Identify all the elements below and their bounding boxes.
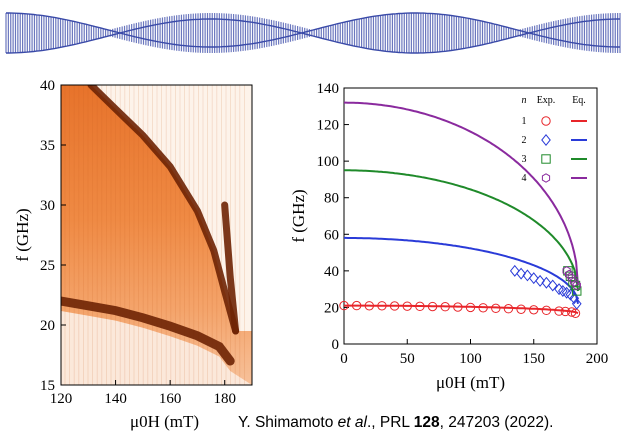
dispersion-point-n2	[528, 272, 539, 285]
citation-journal: ., PRL	[366, 414, 414, 431]
dispersion-ytick-label: 0	[332, 337, 340, 353]
dispersion-point-n4	[562, 266, 571, 276]
legend-n-label: 1	[522, 116, 527, 127]
citation-etal: et al	[337, 414, 367, 431]
legend-n-label: 2	[522, 135, 527, 146]
dispersion-xtick-label: 150	[523, 351, 546, 367]
heatmap-xtick-label: 180	[213, 391, 236, 407]
heatmap-xtick-label: 160	[159, 391, 182, 407]
legend-header: Exp.	[537, 95, 556, 106]
heatmap-ytick-label: 30	[40, 198, 55, 214]
dispersion-xlabel: μ0H (mT)	[436, 373, 505, 392]
dispersion-xtick-label: 50	[400, 351, 415, 367]
dispersion-point-n1	[389, 301, 400, 311]
heatmap-mode-1-band	[61, 296, 235, 366]
dispersion-curve-n4	[344, 101, 579, 286]
dispersion-point-n4	[565, 269, 574, 280]
left-heatmap-panel: 120 140 160 180 15 20 25 30 35 40 μ0H (mT) f (GHz)	[13, 78, 253, 431]
dispersion-point-n1	[339, 300, 349, 311]
dispersion-point-n2	[569, 292, 580, 305]
dispersion-point-n1	[415, 301, 425, 312]
dispersion-curve-n2	[344, 236, 579, 305]
dispersion-ytick-label: 20	[324, 300, 339, 316]
legend-marker-n1	[541, 116, 551, 126]
dispersion-point-n1	[567, 307, 577, 317]
waveform-envelope-down	[6, 18, 620, 54]
dispersion-point-n4	[572, 280, 581, 291]
heatmap-frame	[60, 84, 253, 386]
heatmap-bright-region	[91, 85, 252, 331]
heatmap-ytick-label: 35	[40, 138, 55, 154]
heatmap-ylabel: f (GHz)	[13, 208, 32, 261]
dispersion-point-n2	[516, 267, 526, 280]
legend-header: n	[522, 95, 527, 106]
dispersion-point-n1	[453, 302, 463, 312]
dispersion-point-n1	[570, 308, 581, 318]
dispersion-curve-n3	[344, 169, 579, 292]
dispersion-xtick-label: 100	[459, 351, 482, 367]
dispersion-ytick-label: 120	[317, 118, 340, 134]
dispersion-point-n2	[509, 264, 520, 277]
heatmap-ytick-label: 15	[40, 378, 55, 394]
dispersion-xtick-label: 0	[340, 351, 348, 367]
legend-n-label: 3	[522, 154, 527, 165]
dispersion-ylabel: f (GHz)	[289, 189, 308, 242]
heatmap-ytick-label: 25	[40, 258, 55, 274]
dispersion-ytick-label: 140	[317, 81, 340, 97]
dispersion-point-n2	[535, 274, 545, 287]
dispersion-point-n2	[522, 269, 533, 282]
dispersion-point-n2	[547, 279, 558, 292]
citation-volume: 128	[413, 414, 440, 431]
magnon-waveform-illustration	[5, 12, 621, 54]
dispersion-point-n1	[427, 301, 438, 312]
dispersion-point-n1	[491, 303, 501, 314]
dispersion-point-n1	[465, 302, 476, 313]
dispersion-xtick-label: 200	[586, 351, 609, 367]
heatmap-xtick-label: 120	[50, 391, 73, 407]
heatmap-xlabel: μ0H (mT)	[130, 412, 199, 431]
dispersion-point-n3	[563, 266, 573, 276]
dispersion-point-n1	[554, 306, 564, 316]
waveform-envelope-up	[6, 12, 620, 48]
dispersion-ytick-label: 80	[324, 191, 339, 207]
legend-header: Eq.	[572, 95, 586, 106]
heatmap-ytick-label: 40	[40, 78, 55, 94]
dispersion-point-n1	[377, 301, 387, 311]
heatmap-mode-2-band	[87, 85, 240, 335]
heatmap-mode-3-band	[221, 201, 240, 335]
dispersion-point-n2	[571, 297, 582, 310]
dispersion-ytick-label: 60	[324, 227, 339, 243]
legend-marker-n3	[541, 154, 551, 164]
dispersion-point-n1	[529, 305, 539, 315]
dispersion-point-n1	[503, 304, 514, 314]
dispersion-point-n1	[351, 300, 362, 311]
legend-marker-n2	[541, 134, 551, 146]
dispersion-point-n1	[516, 304, 526, 314]
dispersion-ytick-label: 40	[324, 264, 339, 280]
dispersion-point-n4	[570, 277, 579, 287]
legend-marker-n4	[541, 173, 551, 183]
heatmap-low-intensity-region	[61, 311, 252, 385]
dispersion-curve-n1	[344, 304, 579, 315]
legend-n-label: 4	[522, 173, 527, 184]
dispersion-point-n2	[565, 288, 576, 301]
dispersion-ytick-label: 100	[317, 154, 340, 170]
dispersion-point-n1	[541, 305, 552, 316]
dispersion-point-n3	[572, 286, 582, 296]
dispersion-point-n1	[364, 301, 374, 311]
dispersion-point-n1	[402, 301, 412, 311]
right-dispersion-panel: 0 50 100 150 200 0 20 40 60 80 100 120 140 μ0H (mT) f …	[289, 81, 608, 392]
citation: Y. Shimamoto et al., PRL 128, 247203 (20…	[238, 414, 623, 432]
citation-authors: Y. Shimamoto	[238, 414, 338, 431]
citation-pages: , 247203 (2022).	[439, 414, 554, 431]
heatmap-ytick-label: 20	[40, 318, 55, 334]
dispersion-point-n1	[560, 306, 571, 317]
heatmap-xtick-label: 140	[104, 391, 127, 407]
dispersion-point-n2	[541, 276, 552, 289]
dispersion-point-n1	[440, 301, 450, 312]
dispersion-point-n4	[567, 273, 576, 283]
dispersion-point-n1	[478, 303, 488, 313]
dispersion-point-n3	[570, 280, 581, 291]
